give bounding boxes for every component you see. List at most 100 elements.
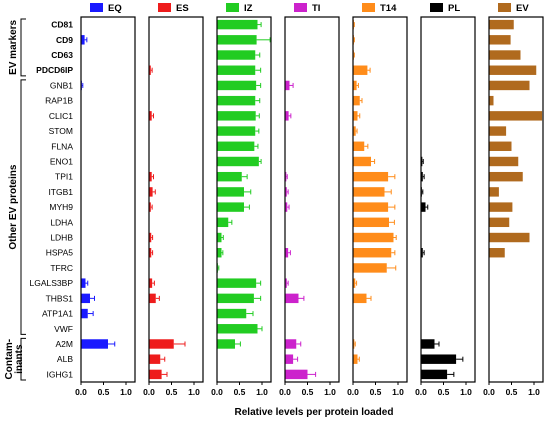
- x-tick-label: 0.0: [347, 387, 359, 397]
- bar: [353, 156, 371, 167]
- bar: [421, 354, 457, 364]
- bar: [217, 111, 256, 121]
- panel-frame: [352, 16, 408, 383]
- legend-swatch: [430, 3, 443, 12]
- row-label: A2M: [56, 339, 73, 349]
- group-label: Contam-inants: [4, 339, 25, 380]
- bar: [285, 248, 289, 258]
- group-label: Other EV proteins: [8, 164, 19, 249]
- bar: [421, 248, 423, 258]
- row-labels: CD81 CD9 CD63 PDCD6IP GNB1 RAP1B CLIC1 STOM FLNA…: [30, 20, 74, 380]
- bar: [217, 19, 258, 30]
- bar: [217, 217, 229, 228]
- group-bracket: [20, 18, 26, 77]
- x-tick-label: 0.5: [506, 387, 518, 397]
- row-label: ATP1A1: [42, 309, 73, 319]
- bar: [149, 354, 161, 364]
- legend-label: T14: [380, 3, 397, 14]
- bar: [217, 156, 259, 167]
- bar: [353, 65, 368, 75]
- panel-frame: [284, 16, 340, 383]
- bar: [353, 293, 367, 304]
- bar: [81, 35, 85, 45]
- bar: [489, 19, 514, 30]
- bar: [489, 171, 523, 182]
- bar: [421, 369, 448, 380]
- bar: [217, 202, 244, 212]
- bar: [81, 339, 108, 349]
- row-label: CD9: [56, 35, 73, 45]
- row-label: RAP1B: [45, 96, 73, 106]
- bar: [149, 65, 151, 75]
- legend-swatch: [498, 3, 511, 12]
- row-label: FLNA: [51, 141, 73, 151]
- bar: [353, 232, 394, 243]
- bar: [217, 308, 247, 319]
- bar: [353, 263, 387, 273]
- row-label: LDHB: [50, 233, 73, 243]
- panel-ti: TI 0.0 0.5 1.0: [279, 3, 340, 397]
- bar: [353, 95, 360, 106]
- row-label: LDHA: [50, 217, 73, 227]
- x-tick-label: 0.5: [302, 387, 314, 397]
- bar: [149, 248, 152, 258]
- row-label: ENO1: [50, 156, 73, 166]
- row-label: VWF: [54, 324, 73, 334]
- bar: [353, 217, 389, 228]
- bar: [217, 187, 244, 197]
- bar: [217, 126, 256, 136]
- bar: [489, 156, 519, 167]
- bar: [489, 126, 507, 136]
- group-label: EV markers: [8, 19, 19, 74]
- panel-frame: [148, 16, 204, 383]
- bar: [149, 187, 153, 197]
- x-tick-label: 0.5: [98, 387, 110, 397]
- legend-label: PL: [448, 3, 460, 14]
- bar: [217, 232, 222, 243]
- bar: [217, 80, 257, 91]
- x-tick-label: 1.0: [392, 387, 404, 397]
- row-label: CD63: [51, 50, 73, 60]
- group-labels: EV markers Other EV proteins Contam-inants: [4, 18, 26, 381]
- bar: [285, 278, 287, 288]
- bar: [489, 202, 513, 212]
- bar: [285, 339, 297, 349]
- row-label: MYH9: [49, 202, 73, 212]
- legend-label: IZ: [244, 3, 253, 14]
- bar: [149, 202, 151, 212]
- bar: [217, 50, 256, 60]
- bar: [353, 278, 356, 288]
- legend-label: EV: [516, 3, 529, 14]
- bar: [353, 111, 358, 121]
- legend-label: EQ: [108, 3, 122, 14]
- bar: [217, 35, 257, 45]
- x-tick-label: 0.5: [234, 387, 246, 397]
- bar: [353, 171, 389, 182]
- legend-swatch: [362, 3, 375, 12]
- bar: [81, 293, 90, 304]
- legend-swatch: [294, 3, 307, 12]
- row-label: PDCD6IP: [36, 65, 73, 75]
- group-bracket: [20, 79, 26, 335]
- panel-frame: [420, 16, 476, 383]
- bar: [489, 50, 521, 60]
- bar: [353, 141, 365, 151]
- bar: [285, 293, 299, 304]
- x-tick-label: 1.0: [188, 387, 200, 397]
- panel-es: ES 0.0 0.5 1.0: [143, 3, 204, 397]
- bar: [149, 111, 152, 121]
- x-tick-label: 0.0: [415, 387, 427, 397]
- bar: [489, 248, 505, 258]
- legend-label: TI: [312, 3, 320, 14]
- group-bracket: [20, 337, 26, 381]
- row-label: STOM: [49, 126, 73, 136]
- x-tick-label: 0.0: [483, 387, 495, 397]
- bar: [421, 339, 435, 349]
- bar: [285, 369, 308, 380]
- chart-panels: EQ 0.0 0.5 1.0 ES 0.0 0.5 1.0 IZ 0.0 0.5 1.0 TI 0.0 0.…: [75, 3, 544, 397]
- bar: [285, 187, 287, 197]
- x-tick-label: 0.0: [211, 387, 223, 397]
- panel-ev: EV 0.0 0.5 1.0: [483, 3, 544, 397]
- bar: [149, 278, 153, 288]
- row-label: THBS1: [46, 293, 74, 303]
